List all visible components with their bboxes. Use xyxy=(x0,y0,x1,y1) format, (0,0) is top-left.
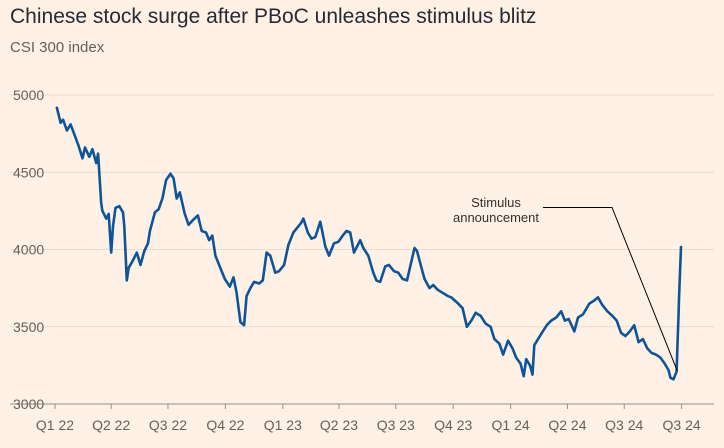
x-tick-label: Q1 22 xyxy=(36,417,74,433)
series-line xyxy=(55,106,683,381)
y-tick-label: 5000 xyxy=(13,87,44,103)
x-tick-label: Q1 23 xyxy=(264,417,302,433)
annotation-label: announcement xyxy=(453,210,539,225)
chart-title: Chinese stock surge after PBoC unleashes… xyxy=(10,5,537,28)
x-tick-label: Q1 24 xyxy=(492,417,530,433)
x-tick-label: Q3 23 xyxy=(377,417,415,433)
y-tick-label: 4000 xyxy=(13,242,44,258)
x-tick-label: Q4 23 xyxy=(434,417,472,433)
annotation-label: Stimulus xyxy=(471,195,521,210)
y-tick-label: 3000 xyxy=(13,396,44,412)
y-tick-label: 3500 xyxy=(13,319,44,335)
x-tick-label: Q4 22 xyxy=(206,417,244,433)
x-tick-label: Q3 24 xyxy=(605,417,643,433)
chart-subtitle: CSI 300 index xyxy=(10,39,105,56)
annotation-leader-line xyxy=(543,207,678,372)
y-tick-label: 4500 xyxy=(13,164,44,180)
x-tick-label: Q3 22 xyxy=(149,417,187,433)
x-tick-label: Q2 22 xyxy=(92,417,130,433)
x-tick-label: Q2 24 xyxy=(548,417,586,433)
x-tick-label: Q3 24 xyxy=(663,417,701,433)
x-tick-label: Q2 23 xyxy=(320,417,358,433)
